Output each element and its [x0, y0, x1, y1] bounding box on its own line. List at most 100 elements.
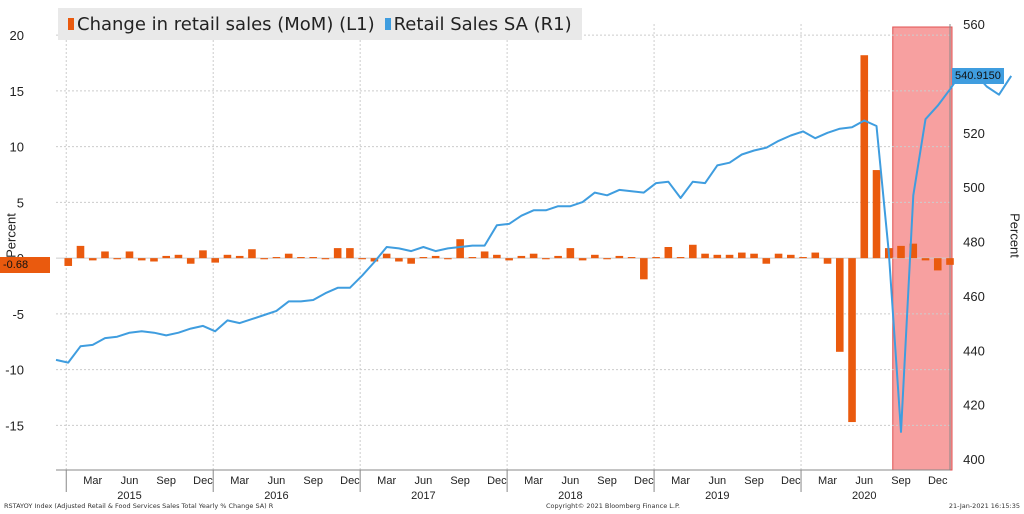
x-month-label: Mar	[671, 475, 690, 487]
bar	[297, 257, 305, 259]
bar	[627, 257, 636, 259]
bar	[125, 251, 134, 259]
bar	[113, 258, 122, 260]
bar	[591, 254, 599, 259]
bar	[897, 245, 905, 259]
left-tick-label: 15	[10, 84, 24, 99]
left-tick-label: -10	[5, 363, 24, 378]
left-tick-label: 10	[10, 140, 24, 155]
legend-label-line: Retail Sales SA (R1)	[393, 13, 572, 35]
bar	[223, 254, 232, 259]
x-year-label: 2016	[264, 490, 288, 502]
right-last-value-badge: 540.9150	[952, 67, 1004, 84]
x-year-label: 2015	[117, 490, 141, 502]
bar	[186, 258, 195, 264]
bar	[456, 239, 464, 259]
x-month-label: Sep	[597, 475, 617, 487]
legend-swatch-line	[384, 18, 391, 30]
right-tick-label: 420	[963, 398, 985, 413]
x-month-label: Mar	[230, 475, 249, 487]
bar	[211, 258, 220, 263]
x-month-label: Jun	[121, 475, 139, 487]
bar	[88, 258, 97, 261]
bar	[358, 258, 366, 260]
left-last-value-badge: -0.68	[0, 256, 50, 273]
bar	[76, 245, 85, 259]
left-tick-label: 20	[10, 28, 24, 43]
x-month-label: Jun	[415, 475, 433, 487]
bar	[860, 55, 869, 259]
bar	[407, 258, 415, 264]
x-month-label: Dec	[487, 475, 507, 487]
legend-item-bars: Change in retail sales (MoM) (L1)	[68, 14, 375, 35]
right-tick-label: 460	[963, 289, 985, 304]
x-month-label: Mar	[524, 475, 543, 487]
x-month-label: Jun	[708, 475, 726, 487]
bar	[603, 258, 611, 260]
left-tick-label: -5	[12, 307, 24, 322]
bar	[578, 258, 587, 261]
x-month-label: Dec	[781, 475, 801, 487]
x-month-label: Dec	[928, 475, 948, 487]
left-axis-title: Percent	[3, 213, 19, 258]
bar	[529, 253, 538, 259]
bar	[493, 254, 501, 259]
bar	[419, 257, 428, 259]
x-month-label: Dec	[340, 475, 360, 487]
x-month-label: Mar	[83, 475, 102, 487]
bar	[64, 258, 73, 266]
x-month-label: Mar	[377, 475, 396, 487]
footer-source: RSTAYOY Index (Adjusted Retail & Food Se…	[4, 502, 274, 510]
bar	[750, 253, 758, 259]
bar	[333, 248, 342, 259]
bar	[713, 254, 722, 259]
bar	[382, 253, 391, 259]
x-month-label: Dec	[634, 475, 654, 487]
bar	[676, 257, 685, 259]
bar	[395, 258, 403, 262]
bar	[933, 258, 942, 271]
bar	[872, 170, 881, 259]
bar	[689, 244, 697, 259]
x-month-label: Sep	[450, 475, 470, 487]
bar	[431, 255, 440, 259]
right-tick-label: 500	[963, 180, 985, 195]
bar	[738, 252, 746, 259]
bar	[101, 251, 109, 259]
x-year-label: 2018	[558, 490, 582, 502]
x-month-label: Mar	[818, 475, 837, 487]
bar	[566, 248, 575, 259]
bar	[150, 258, 158, 262]
bar	[823, 258, 832, 264]
bar	[174, 254, 183, 259]
bar	[284, 253, 293, 259]
right-tick-label: 440	[963, 343, 985, 358]
bar	[811, 252, 820, 259]
bar	[909, 243, 918, 259]
bar	[505, 258, 513, 261]
right-tick-label: 560	[963, 17, 985, 32]
left-tick-label: -15	[5, 418, 24, 433]
bar	[272, 257, 281, 259]
x-month-label: Jun	[268, 475, 286, 487]
bar	[921, 258, 930, 261]
series-line-retail-sales	[55, 70, 1013, 433]
bar	[799, 257, 807, 259]
bar	[725, 254, 734, 259]
bar	[554, 255, 562, 259]
x-month-label: Jun	[561, 475, 579, 487]
bar	[640, 258, 648, 280]
x-month-label: Sep	[303, 475, 323, 487]
bar	[762, 258, 771, 264]
bar	[468, 257, 477, 259]
x-month-label: Jun	[855, 475, 873, 487]
left-tick-label: 5	[17, 195, 24, 210]
x-year-label: 2017	[411, 490, 435, 502]
bar	[321, 258, 330, 260]
footer-timestamp: 21-Jan-2021 16:15:35	[948, 502, 1020, 510]
bar	[652, 257, 660, 259]
bar	[370, 258, 379, 262]
legend: Change in retail sales (MoM) (L1) Retail…	[58, 8, 582, 40]
bar	[346, 248, 354, 259]
